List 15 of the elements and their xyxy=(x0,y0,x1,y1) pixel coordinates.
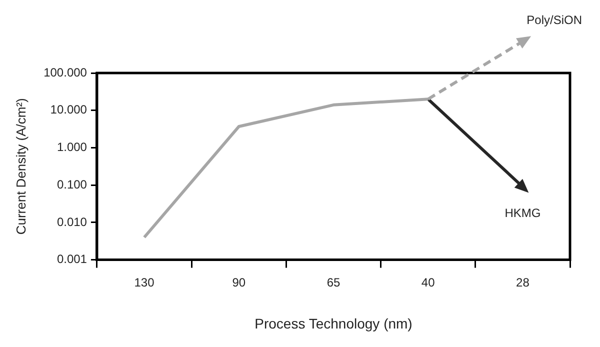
y-tick-label: 100.000 xyxy=(44,65,88,80)
y-tick-label: 1.000 xyxy=(56,140,88,154)
y-tick-label: 0.100 xyxy=(56,177,88,192)
series-label: HKMG xyxy=(504,206,541,220)
x-tick-label: 65 xyxy=(326,275,340,290)
x-tick-label: 28 xyxy=(516,275,530,290)
text: Poly/SiON xyxy=(526,13,582,27)
y-tick-label: 10.000 xyxy=(50,102,88,117)
y-tick-label: 0.001 xyxy=(56,252,88,266)
x-tick-label: 130 xyxy=(134,275,155,290)
x-axis-title: Process Technology (nm) xyxy=(254,315,412,332)
y-axis-title: Current Density (A/cm²) xyxy=(13,98,28,235)
x-tick-label: 90 xyxy=(232,275,246,290)
y-tick-label: 0.010 xyxy=(56,214,88,229)
x-tick-label: 40 xyxy=(421,275,436,290)
